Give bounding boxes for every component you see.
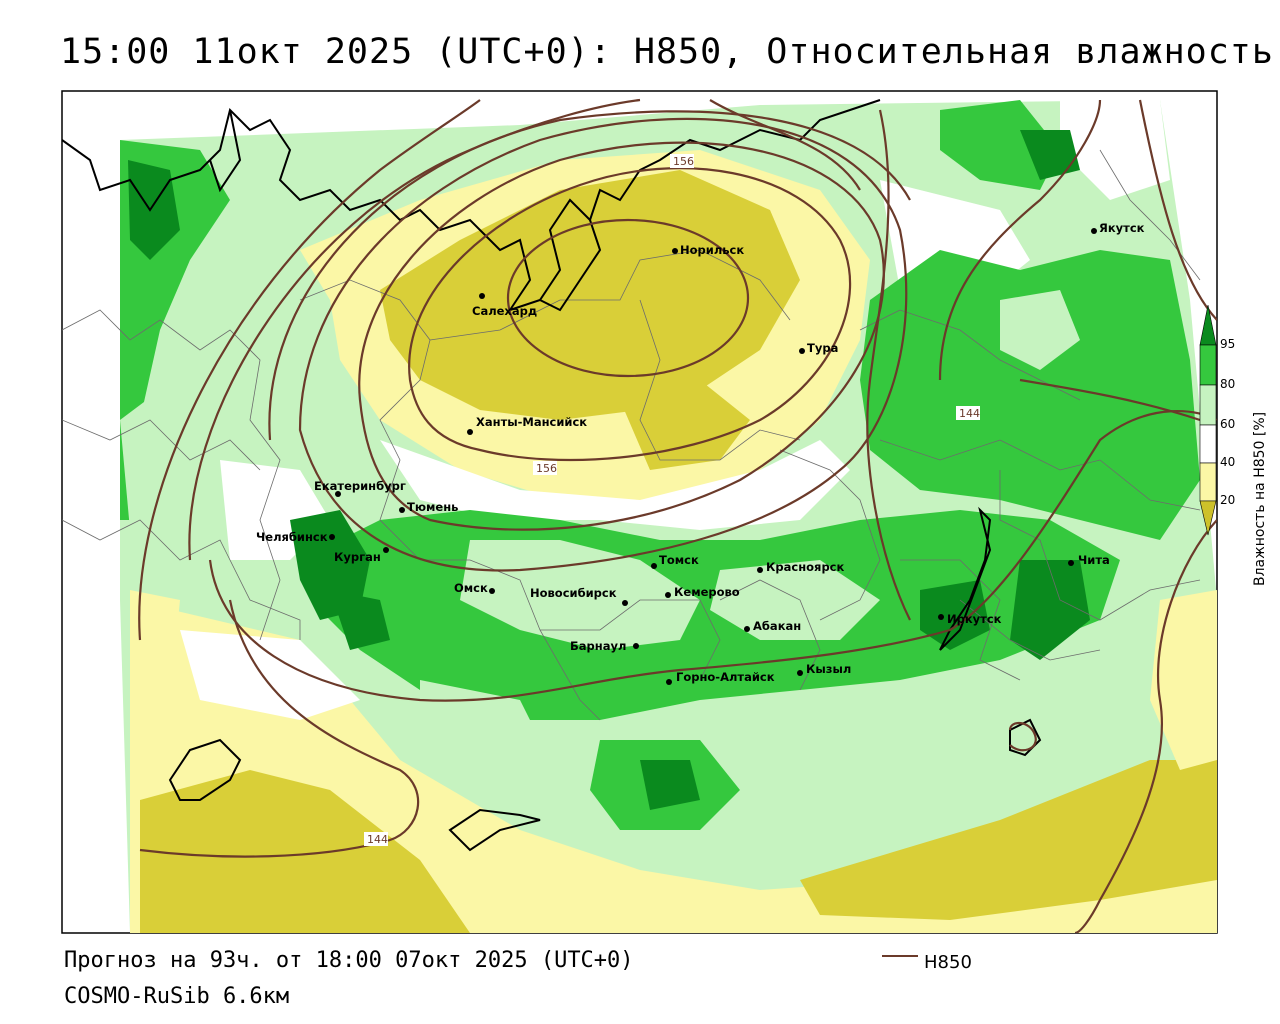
legend-line-sample [882, 955, 918, 957]
colorbar-tick: 60 [1220, 417, 1235, 431]
cities: Норильск Якутск Салехард Тура Ханты-Манс… [256, 221, 1145, 685]
model-name: COSMO-RuSib 6.6км [64, 984, 290, 1009]
legend-label: H850 [924, 952, 972, 973]
city-label: Абакан [753, 619, 801, 633]
contour-labels: 156 156 144 144 [364, 154, 980, 846]
city-label: Тура [807, 341, 838, 355]
colorbar-tick: 40 [1220, 455, 1235, 469]
city-label: Чита [1078, 553, 1110, 567]
colorbar-tick: 95 [1220, 337, 1235, 351]
city-label: Ханты-Мансийск [476, 415, 587, 429]
colorbar-bottom-arrow [1199, 500, 1217, 536]
coastlines [62, 99, 1042, 852]
city-label: Тюмень [407, 500, 458, 514]
city-label: Красноярск [766, 560, 844, 574]
colorbar-tick: 80 [1220, 377, 1235, 391]
contour-label: 144 [959, 407, 980, 420]
h850-contours [138, 98, 1217, 933]
city-label: Якутск [1099, 221, 1145, 235]
city-label: Новосибирск [530, 586, 617, 600]
city-label: Иркутск [947, 612, 1002, 626]
region-borders [62, 149, 1201, 721]
colorbar-title: Влажность на H850 [%] [1252, 411, 1268, 586]
city-label: Салехард [472, 304, 537, 318]
humidity-field [120, 100, 1217, 933]
city-label: Челябинск [256, 530, 328, 544]
city-label: Кызыл [806, 662, 851, 676]
colorbar-tick: 20 [1220, 493, 1235, 507]
city-label: Курган [334, 550, 381, 564]
map-title: 15:00 11окт 2025 (UTC+0): H850, Относите… [60, 32, 1274, 72]
city-label: Норильск [680, 243, 744, 257]
city-label: Омск [454, 581, 488, 595]
colorbar: 95 80 60 40 20 [1199, 304, 1235, 536]
contour-label: 156 [673, 155, 694, 168]
city-label: Кемерово [674, 585, 740, 599]
forecast-info: Прогноз на 93ч. от 18:00 07окт 2025 (UTC… [64, 948, 634, 973]
city-label: Екатеринбург [314, 479, 406, 493]
contour-label: 144 [367, 833, 388, 846]
city-label: Горно-Алтайск [676, 670, 775, 684]
contour-label: 156 [536, 462, 557, 475]
city-label: Барнаул [570, 639, 626, 653]
city-label: Томск [659, 553, 699, 567]
